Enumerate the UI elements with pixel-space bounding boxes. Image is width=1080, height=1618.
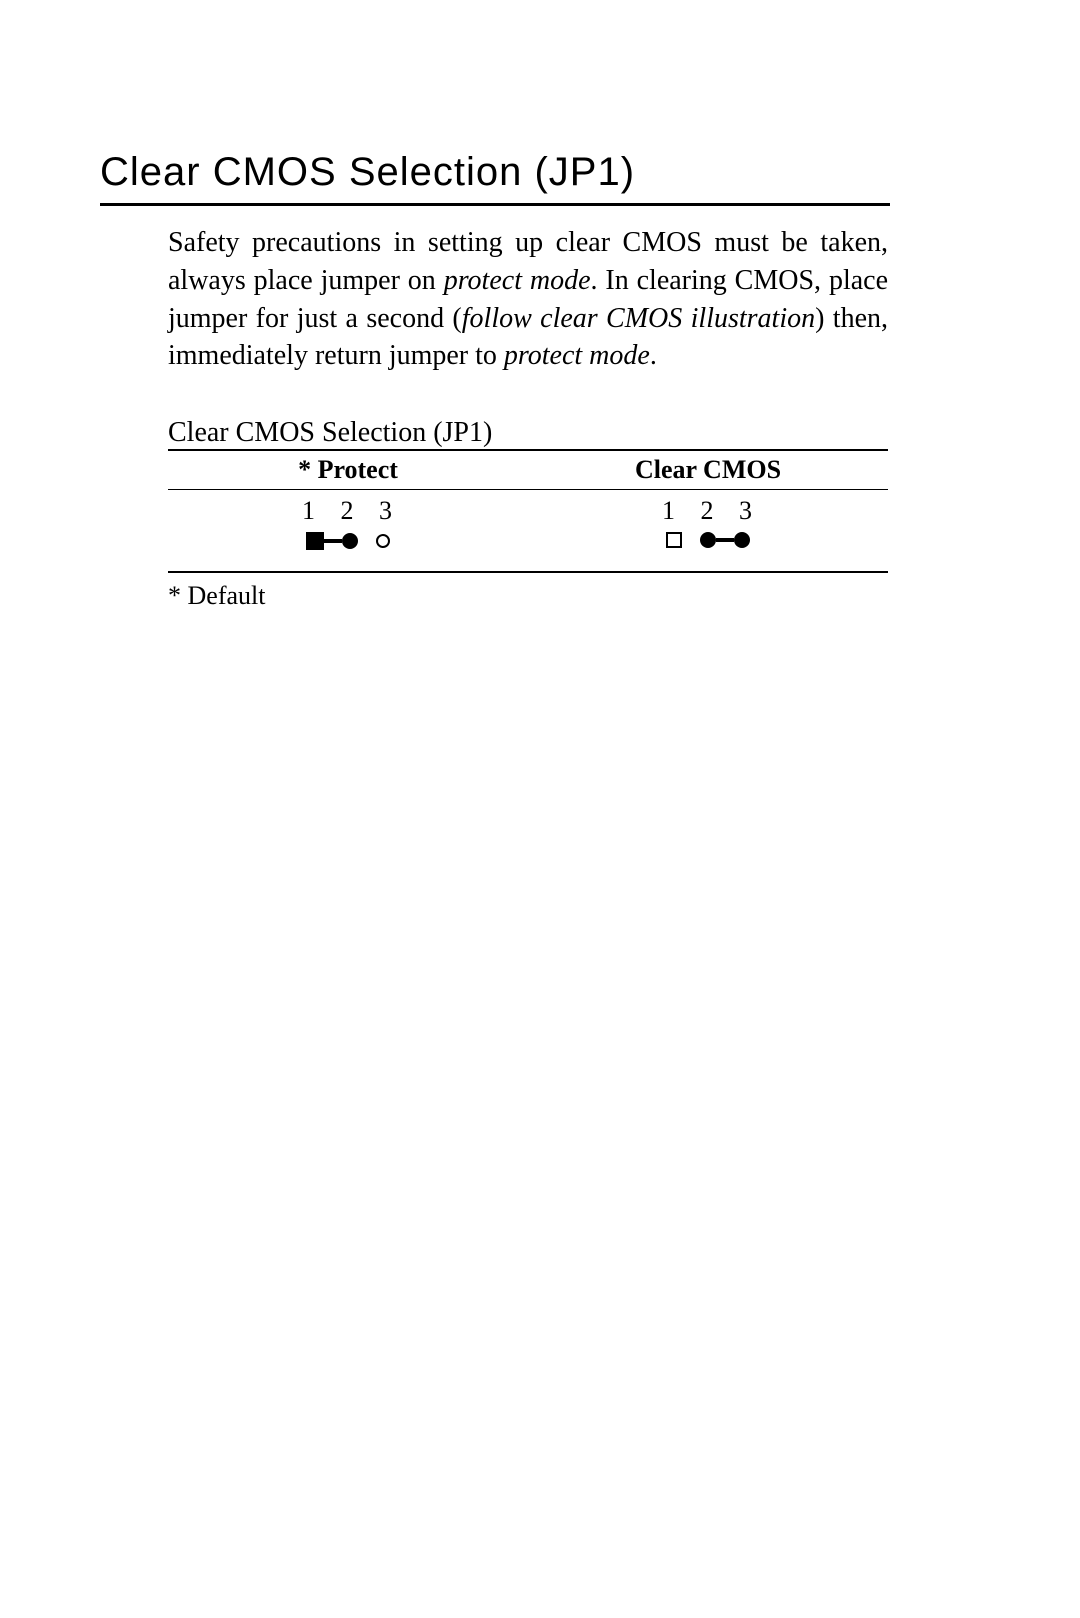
jumper-connector-icon <box>324 539 342 543</box>
pin-num-3: 3 <box>372 496 402 526</box>
clear-jumper-diagram <box>666 532 750 548</box>
pin1-square-filled-icon <box>306 532 324 550</box>
clear-pin-numbers: 1 2 3 <box>528 496 888 526</box>
pin1-square-open-icon <box>666 532 682 548</box>
table-caption: Clear CMOS Selection (JP1) <box>168 417 990 449</box>
pin-num-3: 3 <box>732 496 762 526</box>
protect-jumper-diagram <box>306 532 390 550</box>
jumper-table: * Protect Clear CMOS 1 2 3 1 2 3 <box>168 449 888 573</box>
pin3-circle-open-icon <box>376 534 390 548</box>
clear-cell: 1 2 3 <box>528 490 888 571</box>
protect-pin-numbers: 1 2 3 <box>168 496 528 526</box>
section-heading: Clear CMOS Selection (JP1) <box>100 150 890 206</box>
footnote-default: * Default <box>168 581 990 611</box>
pin-num-2: 2 <box>693 496 723 526</box>
pin3-circle-filled-icon <box>734 532 750 548</box>
pin2-circle-filled-icon <box>342 533 358 549</box>
para-em2: follow clear CMOS illustration <box>462 303 815 334</box>
pin-num-1: 1 <box>655 496 685 526</box>
body-paragraph: Safety precautions in setting up clear C… <box>168 224 888 375</box>
table-header-row: * Protect Clear CMOS <box>168 451 888 490</box>
para-em3: protect mode <box>504 340 650 371</box>
pin-num-1: 1 <box>295 496 325 526</box>
col-header-clear: Clear CMOS <box>528 451 888 489</box>
table-body-row: 1 2 3 1 2 3 <box>168 490 888 571</box>
jumper-connector-icon <box>716 538 734 542</box>
protect-cell: 1 2 3 <box>168 490 528 571</box>
pin2-circle-filled-icon <box>700 532 716 548</box>
pin-num-2: 2 <box>333 496 363 526</box>
para-part4: . <box>650 340 657 371</box>
para-em1: protect mode <box>444 265 591 296</box>
col-header-protect: * Protect <box>168 451 528 489</box>
